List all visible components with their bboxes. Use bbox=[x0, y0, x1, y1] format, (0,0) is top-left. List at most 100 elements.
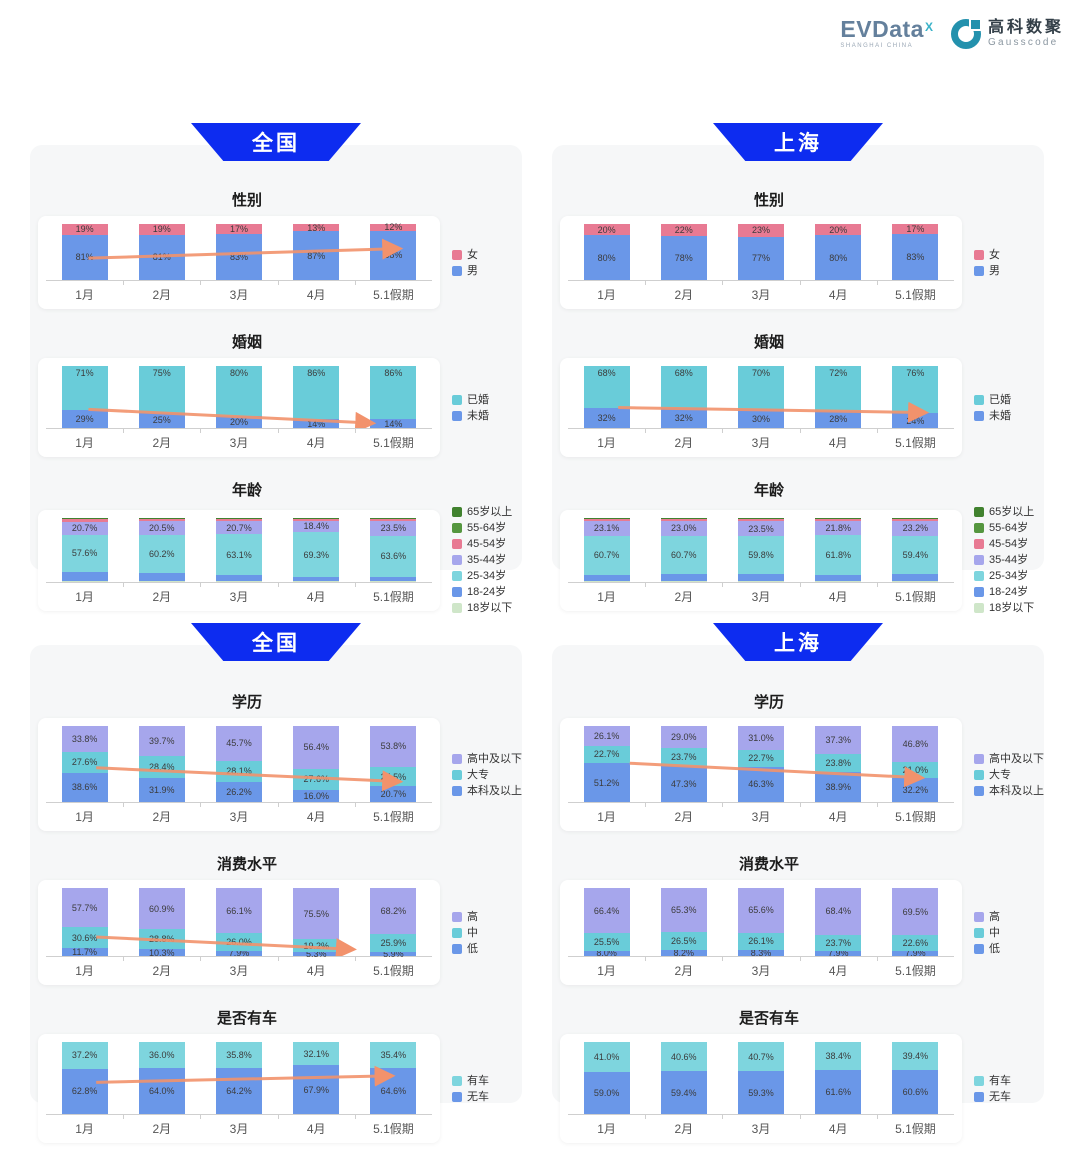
bar-segment-男[interactable]: 83% bbox=[892, 233, 939, 280]
bar-segment-中[interactable]: 26.1% bbox=[738, 932, 784, 951]
legend-item-已婚[interactable]: 已婚 bbox=[452, 394, 514, 406]
bar-segment-高中及以下[interactable]: 39.7% bbox=[138, 726, 185, 757]
bar-segment-男[interactable]: 78% bbox=[660, 236, 707, 280]
bar-segment-无车[interactable]: 61.6% bbox=[815, 1069, 862, 1114]
legend-item-本科及以上[interactable]: 本科及以上 bbox=[974, 785, 1044, 797]
bar-segment-已婚[interactable]: 72% bbox=[815, 366, 862, 411]
bar-segment-高[interactable]: 60.9% bbox=[138, 888, 185, 930]
bar-segment-男[interactable]: 81% bbox=[138, 234, 185, 280]
bar-segment-高[interactable]: 57.7% bbox=[61, 888, 108, 928]
bar-segment-中[interactable]: 28.8% bbox=[138, 929, 185, 949]
legend-item-男[interactable]: 男 bbox=[974, 265, 1036, 277]
bar-segment-无车[interactable]: 64.2% bbox=[216, 1067, 262, 1114]
bar-segment-男[interactable]: 88% bbox=[370, 230, 417, 280]
bar-segment-25-34岁[interactable]: 57.6% bbox=[61, 534, 108, 572]
bar-segment-高中及以下[interactable]: 26.1% bbox=[583, 726, 630, 746]
bar-segment-35-44岁[interactable]: 23.2% bbox=[892, 521, 939, 536]
legend-item-无车[interactable]: 无车 bbox=[974, 1091, 1036, 1103]
bar-segment-女[interactable]: 20% bbox=[815, 224, 862, 236]
legend-item-25-34岁[interactable]: 25-34岁 bbox=[974, 570, 1036, 582]
bar-segment-25-34岁[interactable]: 59.4% bbox=[892, 535, 939, 574]
bar-segment-本科及以上[interactable]: 47.3% bbox=[660, 766, 707, 802]
bar-segment-45-54岁[interactable] bbox=[61, 518, 108, 522]
legend-item-未婚[interactable]: 未婚 bbox=[974, 410, 1036, 422]
legend-item-55-64岁[interactable]: 55-64岁 bbox=[452, 522, 514, 534]
bar-segment-55-64岁[interactable] bbox=[815, 517, 862, 519]
bar-segment-35-44岁[interactable]: 23.0% bbox=[660, 520, 707, 536]
bar-segment-无车[interactable]: 59.3% bbox=[738, 1071, 784, 1114]
legend-item-有车[interactable]: 有车 bbox=[974, 1075, 1036, 1087]
bar-segment-高[interactable]: 68.2% bbox=[370, 888, 417, 935]
bar-segment-大专[interactable]: 28.1% bbox=[216, 760, 262, 783]
bar-segment-高中及以下[interactable]: 33.8% bbox=[61, 726, 108, 752]
bar-segment-未婚[interactable]: 32% bbox=[660, 408, 707, 428]
bar-segment-35-44岁[interactable]: 23.5% bbox=[738, 521, 784, 537]
bar-segment-低[interactable]: 5.9% bbox=[370, 949, 417, 959]
bar-segment-男[interactable]: 80% bbox=[583, 235, 630, 280]
legend-item-65岁以上[interactable]: 65岁以上 bbox=[974, 506, 1036, 518]
legend-item-45-54岁[interactable]: 45-54岁 bbox=[974, 538, 1036, 550]
bar-segment-高中及以下[interactable]: 31.0% bbox=[738, 726, 784, 750]
bar-segment-男[interactable]: 77% bbox=[738, 236, 784, 280]
bar-segment-中[interactable]: 26.0% bbox=[216, 932, 262, 951]
bar-segment-高中及以下[interactable]: 56.4% bbox=[293, 726, 340, 769]
bar-segment-中[interactable]: 22.6% bbox=[892, 935, 939, 951]
bar-segment-有车[interactable]: 35.4% bbox=[370, 1042, 417, 1068]
bar-segment-18-24岁[interactable] bbox=[61, 571, 108, 581]
legend-item-55-64岁[interactable]: 55-64岁 bbox=[974, 522, 1036, 534]
bar-segment-已婚[interactable]: 76% bbox=[892, 366, 939, 414]
bar-segment-本科及以上[interactable]: 38.6% bbox=[61, 772, 108, 802]
bar-segment-55-64岁[interactable] bbox=[216, 517, 262, 519]
bar-segment-高[interactable]: 66.1% bbox=[216, 888, 262, 933]
bar-segment-大专[interactable]: 22.7% bbox=[738, 749, 784, 767]
bar-segment-45-54岁[interactable] bbox=[216, 518, 262, 522]
bar-segment-有车[interactable]: 38.4% bbox=[815, 1042, 862, 1070]
legend-item-高中及以下[interactable]: 高中及以下 bbox=[452, 753, 522, 765]
bar-segment-低[interactable]: 5.3% bbox=[293, 949, 340, 959]
bar-segment-45-54岁[interactable] bbox=[138, 518, 185, 522]
bar-segment-低[interactable]: 11.7% bbox=[61, 947, 108, 957]
bar-segment-中[interactable]: 25.5% bbox=[583, 933, 630, 951]
bar-segment-18-24岁[interactable] bbox=[370, 576, 417, 582]
bar-segment-高[interactable]: 65.3% bbox=[660, 888, 707, 933]
bar-segment-低[interactable]: 8.2% bbox=[660, 948, 707, 958]
bar-segment-未婚[interactable]: 14% bbox=[293, 419, 340, 429]
bar-segment-已婚[interactable]: 86% bbox=[370, 366, 417, 420]
bar-segment-18-24岁[interactable] bbox=[892, 573, 939, 582]
bar-segment-高[interactable]: 65.6% bbox=[738, 888, 784, 933]
bar-segment-未婚[interactable]: 20% bbox=[216, 415, 262, 428]
bar-segment-中[interactable]: 26.5% bbox=[660, 932, 707, 951]
bar-segment-45-54岁[interactable] bbox=[815, 518, 862, 522]
bar-segment-55-64岁[interactable] bbox=[660, 517, 707, 519]
bar-segment-女[interactable]: 17% bbox=[892, 224, 939, 234]
legend-item-无车[interactable]: 无车 bbox=[452, 1091, 514, 1103]
bar-segment-55-64岁[interactable] bbox=[138, 517, 185, 519]
bar-segment-25-34岁[interactable]: 60.2% bbox=[138, 534, 185, 574]
bar-segment-未婚[interactable]: 29% bbox=[61, 410, 108, 428]
bar-segment-低[interactable]: 8.0% bbox=[583, 948, 630, 958]
bar-segment-未婚[interactable]: 30% bbox=[738, 409, 784, 428]
bar-segment-大专[interactable]: 22.7% bbox=[583, 745, 630, 764]
bar-segment-高[interactable]: 75.5% bbox=[293, 888, 340, 940]
legend-item-25-34岁[interactable]: 25-34岁 bbox=[452, 570, 514, 582]
bar-segment-55-64岁[interactable] bbox=[61, 517, 108, 519]
legend-item-低[interactable]: 低 bbox=[452, 943, 514, 955]
bar-segment-本科及以上[interactable]: 32.2% bbox=[892, 777, 939, 802]
bar-segment-25-34岁[interactable]: 60.7% bbox=[583, 535, 630, 575]
bar-segment-大专[interactable]: 23.8% bbox=[815, 754, 862, 773]
bar-segment-18-24岁[interactable] bbox=[293, 576, 340, 582]
legend-item-女[interactable]: 女 bbox=[452, 249, 514, 261]
bar-segment-中[interactable]: 30.6% bbox=[61, 927, 108, 949]
bar-segment-无车[interactable]: 59.4% bbox=[660, 1071, 707, 1114]
legend-item-高中及以下[interactable]: 高中及以下 bbox=[974, 753, 1044, 765]
bar-segment-25-34岁[interactable]: 60.7% bbox=[660, 535, 707, 575]
bar-segment-大专[interactable]: 27.6% bbox=[61, 751, 108, 773]
bar-segment-无车[interactable]: 62.8% bbox=[61, 1068, 108, 1114]
bar-segment-未婚[interactable]: 24% bbox=[892, 413, 939, 428]
bar-segment-高中及以下[interactable]: 45.7% bbox=[216, 726, 262, 761]
bar-segment-有车[interactable]: 32.1% bbox=[293, 1042, 340, 1066]
bar-segment-未婚[interactable]: 14% bbox=[370, 419, 417, 429]
bar-segment-本科及以上[interactable]: 16.0% bbox=[293, 789, 340, 802]
bar-segment-本科及以上[interactable]: 46.3% bbox=[738, 766, 784, 802]
bar-segment-女[interactable]: 13% bbox=[293, 223, 340, 233]
